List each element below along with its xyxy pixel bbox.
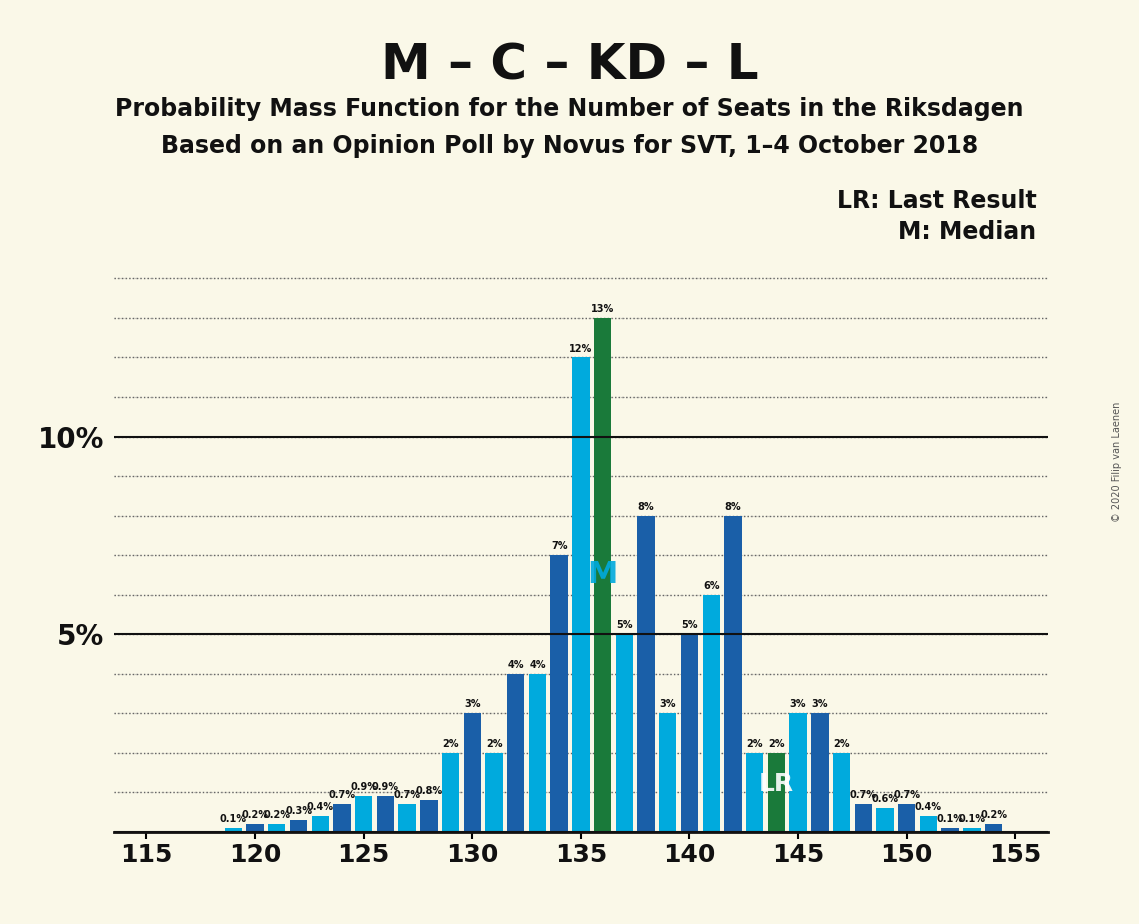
Text: 8%: 8% (638, 502, 655, 512)
Text: 0.9%: 0.9% (372, 782, 399, 792)
Bar (964, 828, 981, 832)
Bar (985, 823, 1002, 832)
Bar (572, 358, 590, 832)
Text: 0.9%: 0.9% (350, 782, 377, 792)
Text: 0.7%: 0.7% (850, 790, 877, 800)
Bar (334, 804, 351, 832)
Text: M: M (588, 560, 617, 590)
Bar (681, 634, 698, 832)
Bar (659, 713, 677, 832)
Bar (876, 808, 894, 832)
Text: 4%: 4% (530, 660, 546, 670)
Text: 2%: 2% (834, 738, 850, 748)
Text: M – C – KD – L: M – C – KD – L (380, 42, 759, 90)
Text: 0.1%: 0.1% (220, 814, 247, 823)
Text: © 2020 Filip van Laenen: © 2020 Filip van Laenen (1112, 402, 1122, 522)
Bar (593, 318, 612, 832)
Text: 0.4%: 0.4% (306, 802, 334, 812)
Text: 0.2%: 0.2% (263, 809, 290, 820)
Text: 0.2%: 0.2% (980, 809, 1007, 820)
Text: LR: LR (759, 772, 794, 796)
Text: 12%: 12% (570, 344, 592, 354)
Text: LR: Last Result: LR: Last Result (837, 189, 1036, 213)
Bar (833, 752, 850, 832)
Text: 0.7%: 0.7% (328, 790, 355, 800)
Bar (464, 713, 481, 832)
Text: 0.1%: 0.1% (958, 814, 985, 823)
Text: 0.1%: 0.1% (936, 814, 964, 823)
Bar (703, 594, 720, 832)
Text: 0.6%: 0.6% (871, 794, 899, 804)
Bar (268, 823, 286, 832)
Bar (289, 820, 308, 832)
Bar (854, 804, 872, 832)
Bar (312, 816, 329, 832)
Text: 3%: 3% (789, 699, 806, 709)
Bar (724, 516, 741, 832)
Bar (638, 516, 655, 832)
Text: Probability Mass Function for the Number of Seats in the Riksdagen: Probability Mass Function for the Number… (115, 97, 1024, 121)
Bar (550, 555, 568, 832)
Text: 4%: 4% (508, 660, 524, 670)
Bar (898, 804, 916, 832)
Text: 3%: 3% (659, 699, 677, 709)
Text: 0.7%: 0.7% (394, 790, 420, 800)
Bar (507, 674, 524, 832)
Text: Based on an Opinion Poll by Novus for SVT, 1–4 October 2018: Based on an Opinion Poll by Novus for SV… (161, 134, 978, 158)
Bar (616, 634, 633, 832)
Text: 0.2%: 0.2% (241, 809, 269, 820)
Text: 0.7%: 0.7% (893, 790, 920, 800)
Text: 13%: 13% (591, 304, 614, 314)
Text: 2%: 2% (746, 738, 763, 748)
Bar (942, 828, 959, 832)
Text: 3%: 3% (464, 699, 481, 709)
Text: 7%: 7% (551, 541, 567, 551)
Bar (768, 752, 785, 832)
Text: M: Median: M: Median (899, 220, 1036, 244)
Bar (399, 804, 416, 832)
Bar (377, 796, 394, 832)
Bar (485, 752, 502, 832)
Bar (789, 713, 806, 832)
Text: 6%: 6% (703, 580, 720, 590)
Text: 3%: 3% (812, 699, 828, 709)
Text: 5%: 5% (681, 620, 698, 630)
Bar (528, 674, 546, 832)
Text: 0.8%: 0.8% (416, 786, 442, 796)
Bar (224, 828, 243, 832)
Text: 0.4%: 0.4% (915, 802, 942, 812)
Text: 2%: 2% (442, 738, 459, 748)
Text: 0.3%: 0.3% (285, 806, 312, 816)
Bar (246, 823, 264, 832)
Bar (442, 752, 459, 832)
Bar (811, 713, 828, 832)
Text: 2%: 2% (485, 738, 502, 748)
Text: 2%: 2% (768, 738, 785, 748)
Bar (919, 816, 937, 832)
Bar (420, 800, 437, 832)
Bar (746, 752, 763, 832)
Bar (355, 796, 372, 832)
Text: 8%: 8% (724, 502, 741, 512)
Text: 5%: 5% (616, 620, 632, 630)
